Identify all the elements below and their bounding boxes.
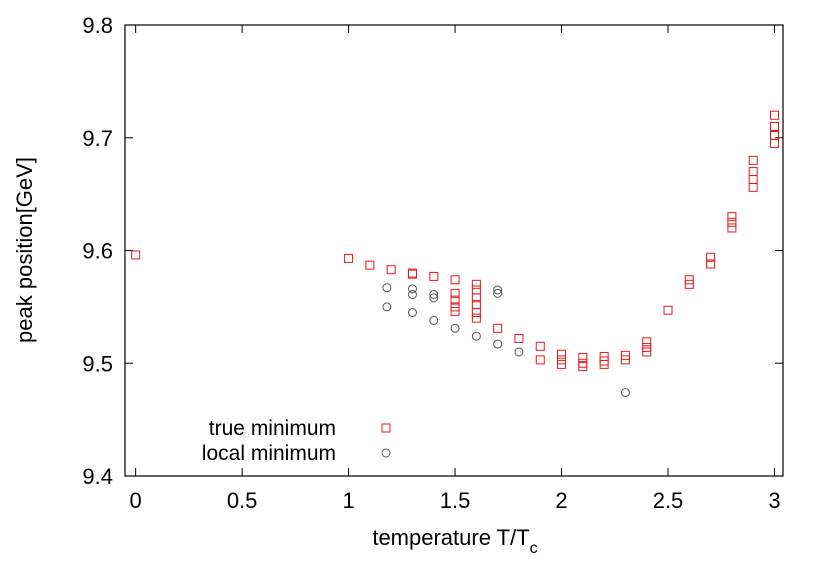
data-point bbox=[471, 331, 481, 341]
data-point bbox=[684, 279, 694, 289]
data-point bbox=[471, 279, 481, 289]
x-tick-label: 1 bbox=[342, 488, 354, 513]
data-point bbox=[557, 349, 567, 359]
data-point bbox=[684, 275, 694, 285]
data-point bbox=[769, 138, 779, 148]
data-point bbox=[344, 253, 354, 263]
data-point bbox=[407, 284, 417, 294]
x-tick-label: 1.5 bbox=[440, 488, 471, 513]
legend-label: true minimum bbox=[209, 417, 336, 440]
data-point bbox=[471, 313, 481, 323]
data-point bbox=[769, 130, 779, 140]
data-point bbox=[471, 308, 481, 318]
data-point bbox=[471, 293, 481, 303]
data-point bbox=[493, 323, 503, 333]
data-point bbox=[642, 337, 652, 347]
x-axis-label-main: temperature T/T bbox=[372, 525, 529, 550]
data-point bbox=[663, 305, 673, 315]
y-tick-label: 9.4 bbox=[82, 464, 113, 489]
data-point bbox=[365, 260, 375, 270]
x-axis-label: temperature T/Tc bbox=[372, 525, 537, 557]
data-point bbox=[727, 212, 737, 222]
data-point bbox=[450, 275, 460, 285]
data-point bbox=[450, 302, 460, 312]
data-point bbox=[493, 288, 503, 298]
data-point bbox=[382, 283, 392, 293]
data-point bbox=[748, 174, 758, 184]
data-point bbox=[706, 252, 716, 262]
data-point bbox=[493, 339, 503, 349]
data-point bbox=[557, 359, 567, 369]
data-point bbox=[429, 271, 439, 281]
legend-marker bbox=[381, 423, 391, 433]
y-tick-label: 9.6 bbox=[82, 239, 113, 264]
data-point bbox=[450, 323, 460, 333]
y-tick-label: 9.5 bbox=[82, 351, 113, 376]
x-tick-label: 0 bbox=[130, 488, 142, 513]
data-point bbox=[429, 289, 439, 299]
data-point bbox=[535, 355, 545, 365]
data-point bbox=[769, 121, 779, 131]
data-point bbox=[450, 295, 460, 305]
data-point bbox=[578, 358, 588, 368]
y-tick-label: 9.7 bbox=[82, 126, 113, 151]
plot-frame bbox=[124, 24, 784, 477]
x-tick-label: 2 bbox=[555, 488, 567, 513]
legend-label: local minimum bbox=[202, 442, 336, 465]
data-point bbox=[706, 259, 716, 269]
data-point bbox=[748, 167, 758, 177]
data-point bbox=[769, 110, 779, 120]
data-point bbox=[382, 302, 392, 312]
data-point bbox=[748, 182, 758, 192]
data-point bbox=[429, 315, 439, 325]
data-point bbox=[131, 250, 141, 260]
data-point bbox=[386, 265, 396, 275]
data-point bbox=[620, 350, 630, 360]
data-point bbox=[407, 289, 417, 299]
y-tick-label: 9.8 bbox=[82, 13, 113, 38]
data-point bbox=[642, 342, 652, 352]
data-point bbox=[557, 355, 567, 365]
data-point bbox=[620, 355, 630, 365]
data-point bbox=[450, 288, 460, 298]
data-point bbox=[599, 356, 609, 366]
data-point bbox=[727, 217, 737, 227]
data-point bbox=[748, 155, 758, 165]
legend-marker bbox=[381, 448, 391, 458]
x-tick-label: 3 bbox=[768, 488, 780, 513]
data-point bbox=[493, 285, 503, 295]
data-point bbox=[514, 347, 524, 357]
data-point bbox=[535, 341, 545, 351]
data-point bbox=[471, 285, 481, 295]
y-axis-label: peak position[GeV] bbox=[12, 157, 37, 343]
data-point bbox=[450, 306, 460, 316]
data-point bbox=[407, 269, 417, 279]
data-point bbox=[599, 359, 609, 369]
data-point bbox=[429, 293, 439, 303]
data-point bbox=[514, 333, 524, 343]
data-point bbox=[407, 308, 417, 318]
data-point bbox=[578, 353, 588, 363]
x-tick-label: 2.5 bbox=[653, 488, 684, 513]
x-tick-label: 0.5 bbox=[227, 488, 258, 513]
data-point bbox=[578, 362, 588, 372]
x-axis-label-subscript: c bbox=[530, 540, 538, 557]
data-point bbox=[642, 347, 652, 357]
data-point bbox=[727, 223, 737, 233]
data-point bbox=[599, 351, 609, 361]
data-point bbox=[620, 388, 630, 398]
